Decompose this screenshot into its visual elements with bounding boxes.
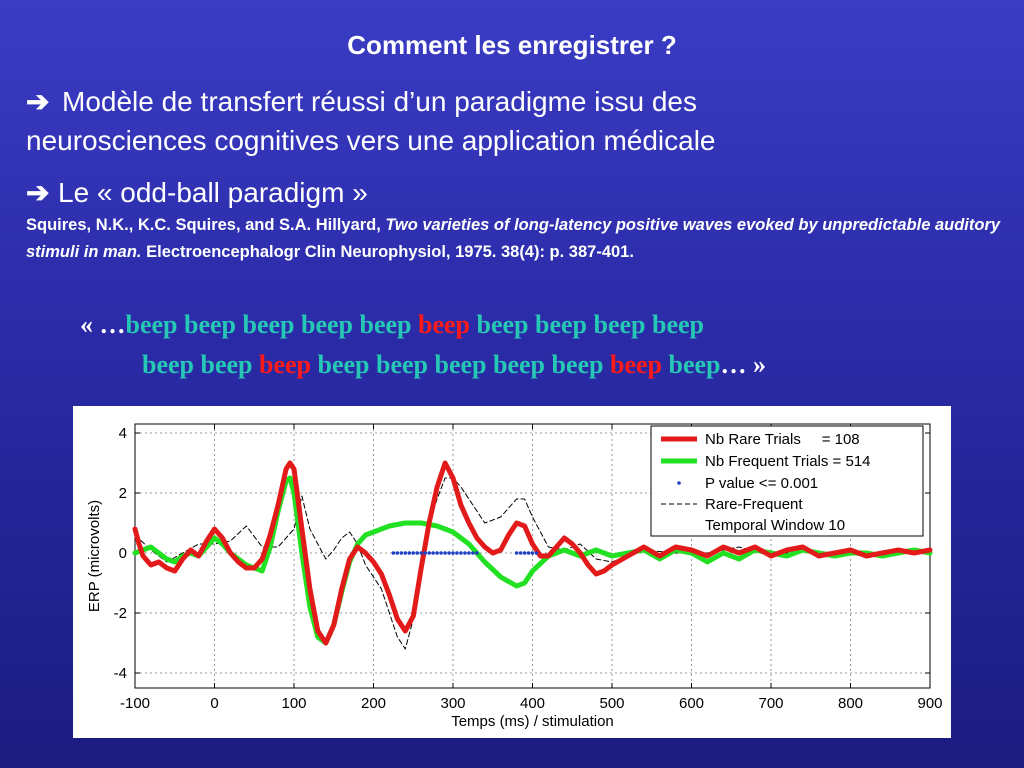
legend-label: P value <= 0.001 xyxy=(705,475,818,492)
x-tick-label: 0 xyxy=(210,695,218,712)
frequent-beeps: beep xyxy=(662,350,721,379)
p-value-point xyxy=(399,551,404,555)
y-tick-label: 0 xyxy=(119,545,127,562)
ref-authors: Squires, N.K., K.C. Squires, and S.A. Hi… xyxy=(26,216,386,234)
p-value-point xyxy=(403,551,408,555)
ref-journal: Electroencephalogr Clin Neurophysiol, 19… xyxy=(141,243,634,261)
p-value-point xyxy=(526,551,531,555)
point-2-text: Le « odd-ball paradigm » xyxy=(58,177,368,208)
p-value-point xyxy=(443,551,447,555)
y-tick-label: -4 xyxy=(114,665,127,682)
legend-box xyxy=(650,425,924,537)
y-tick-label: 4 xyxy=(119,425,127,442)
p-value-point xyxy=(439,551,443,555)
y-tick-label: 2 xyxy=(119,485,127,502)
rare-beep: beep xyxy=(259,350,311,379)
x-tick-label: 700 xyxy=(758,695,783,712)
frequent-beeps: beep beep beep beep beep xyxy=(311,350,610,379)
ref-title: Two varieties of long-latency positive w… xyxy=(26,216,1001,261)
arrow-icon: ➔ xyxy=(26,86,50,117)
x-tick-label: -100 xyxy=(120,695,150,712)
x-tick-label: 200 xyxy=(361,695,386,712)
p-value-point xyxy=(407,551,412,555)
x-tick-label: 900 xyxy=(917,695,942,712)
chart-legend: Nb Rare Trials = 108 Nb Frequent Trials =… xyxy=(650,425,924,537)
y-axis-label: ERP (microvolts) xyxy=(86,500,103,612)
p-value-point xyxy=(435,551,439,555)
erp-chart-panel: -100 0 100 200 300 400 500 600 700 800 900 4 2 0 -2 -4 … xyxy=(73,406,951,738)
p-value-point xyxy=(471,551,475,555)
frequent-beeps: beep beep xyxy=(142,350,259,379)
y-tick-label: -2 xyxy=(114,605,127,622)
legend-label: Temporal Window 10 xyxy=(705,517,845,534)
point-1-line-2: neurosciences cognitives vers une applic… xyxy=(26,122,716,160)
series-lines xyxy=(132,460,933,650)
p-value-point xyxy=(522,551,527,555)
legend-label: Rare-Frequent xyxy=(705,496,803,513)
point-1-line-1: ➔ Modèle de transfert réussi d’un paradig… xyxy=(26,83,697,121)
quote-open: « … xyxy=(80,310,126,339)
p-value-point xyxy=(391,551,396,555)
p-value-point xyxy=(419,551,424,555)
frequent-beeps: beep beep beep beep xyxy=(470,310,705,339)
x-tick-label: 800 xyxy=(838,695,863,712)
x-axis-label: Temps (ms) / stimulation xyxy=(451,713,614,730)
legend-marker xyxy=(677,481,681,485)
p-value-point xyxy=(447,551,451,555)
p-value-point xyxy=(415,551,420,555)
x-tick-label: 600 xyxy=(679,695,704,712)
p-value-point xyxy=(455,551,459,555)
p-value-point xyxy=(411,551,416,555)
rare-trials-line xyxy=(132,460,933,646)
legend-label: Nb Rare Trials = 108 xyxy=(705,431,860,448)
legend-label: Nb Frequent Trials = 514 xyxy=(705,453,871,470)
slide-title: Comment les enregistrer ? xyxy=(347,30,677,60)
p-value-point xyxy=(423,551,427,555)
frequent-beeps: beep beep beep beep beep xyxy=(125,310,418,339)
x-tick-label: 300 xyxy=(440,695,465,712)
arrow-icon: ➔ xyxy=(26,177,50,208)
p-value-point xyxy=(395,551,400,555)
x-tick-label: 500 xyxy=(599,695,624,712)
beep-line-1: « …beep beep beep beep beep beep beep be… xyxy=(80,305,1020,345)
p-value-point xyxy=(463,551,467,555)
ellipsis: … xyxy=(720,350,747,379)
p-value-point xyxy=(518,551,523,555)
rare-beep: beep xyxy=(610,350,662,379)
p-value-point xyxy=(530,551,535,555)
beep-line-2: beep beep beep beep beep beep beep beep … xyxy=(80,345,1020,385)
beep-sequence: « …beep beep beep beep beep beep beep be… xyxy=(80,305,1020,385)
p-value-point xyxy=(534,551,539,555)
reference: Squires, N.K., K.C. Squires, and S.A. Hi… xyxy=(26,212,1001,266)
point-1-text-1: Modèle de transfert réussi d’un paradigm… xyxy=(62,86,698,117)
point-1-text-2: neurosciences cognitives vers une applic… xyxy=(26,125,716,156)
p-value-point xyxy=(459,551,463,555)
quote-close: » xyxy=(746,350,766,379)
p-value-point xyxy=(427,551,431,555)
rare-beep: beep xyxy=(418,310,470,339)
p-value-point xyxy=(467,551,471,555)
axis-ticks: -100 0 100 200 300 400 500 600 700 800 900 4 2 0 -2 -4 xyxy=(114,424,943,712)
x-tick-label: 100 xyxy=(281,695,306,712)
p-value-point xyxy=(475,551,479,555)
p-value-point xyxy=(514,551,519,555)
p-value-point xyxy=(431,551,435,555)
erp-chart: -100 0 100 200 300 400 500 600 700 800 900420-2-4 … xyxy=(86,423,943,730)
point-2: ➔ Le « odd-ball paradigm » xyxy=(26,174,368,212)
p-value-point xyxy=(451,551,455,555)
x-tick-label: 400 xyxy=(520,695,545,712)
